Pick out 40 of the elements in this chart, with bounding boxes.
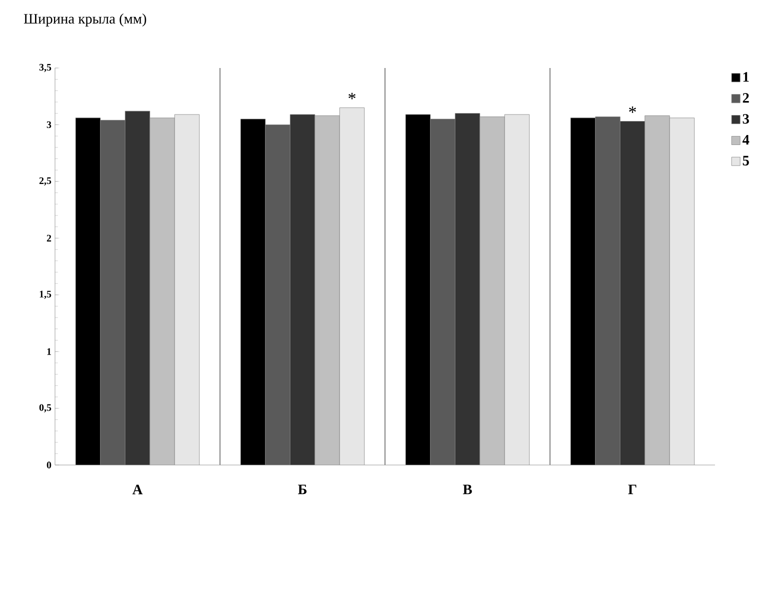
bar [174, 114, 200, 465]
y-tick-label: 1 [47, 348, 51, 355]
x-tick-label: В [462, 484, 472, 494]
y-tick-label: 0 [46, 462, 52, 468]
y-tick-label: 1,5 [40, 290, 52, 299]
bar [455, 113, 480, 465]
bar [100, 120, 126, 465]
bar [265, 124, 290, 465]
legend-label: 5 [742, 156, 749, 166]
y-tick-label: 3 [46, 121, 52, 128]
bar [430, 119, 456, 465]
bar [406, 114, 430, 465]
legend-label: 3 [742, 114, 749, 124]
legend-label: 4 [742, 135, 750, 144]
y-tick-label: 2,5 [39, 177, 52, 186]
bar [340, 108, 364, 465]
bar [125, 111, 150, 465]
bar [620, 121, 646, 465]
y-tick-label: 2 [46, 234, 52, 242]
bar [76, 118, 100, 465]
y-tick-label: 0,5 [39, 404, 52, 412]
bar [595, 116, 620, 465]
bar [669, 118, 695, 465]
legend-label: 1 [743, 72, 749, 82]
annotation: * [348, 92, 356, 100]
legend-label: 2 [742, 93, 749, 103]
bar [480, 116, 505, 465]
annotation: * [629, 106, 636, 113]
bar [504, 114, 530, 465]
bar [240, 119, 266, 465]
bar [150, 118, 175, 465]
bar [644, 115, 670, 465]
x-tick-label: Б [298, 484, 307, 494]
bar [290, 114, 315, 465]
x-tick-label: А [132, 484, 143, 494]
bar [570, 118, 596, 465]
y-tick-label: 3,5 [39, 64, 52, 72]
bar [314, 116, 340, 465]
y-axis-title: Ширина крыла (мм) [24, 14, 146, 27]
x-tick-label: Г [628, 484, 636, 494]
